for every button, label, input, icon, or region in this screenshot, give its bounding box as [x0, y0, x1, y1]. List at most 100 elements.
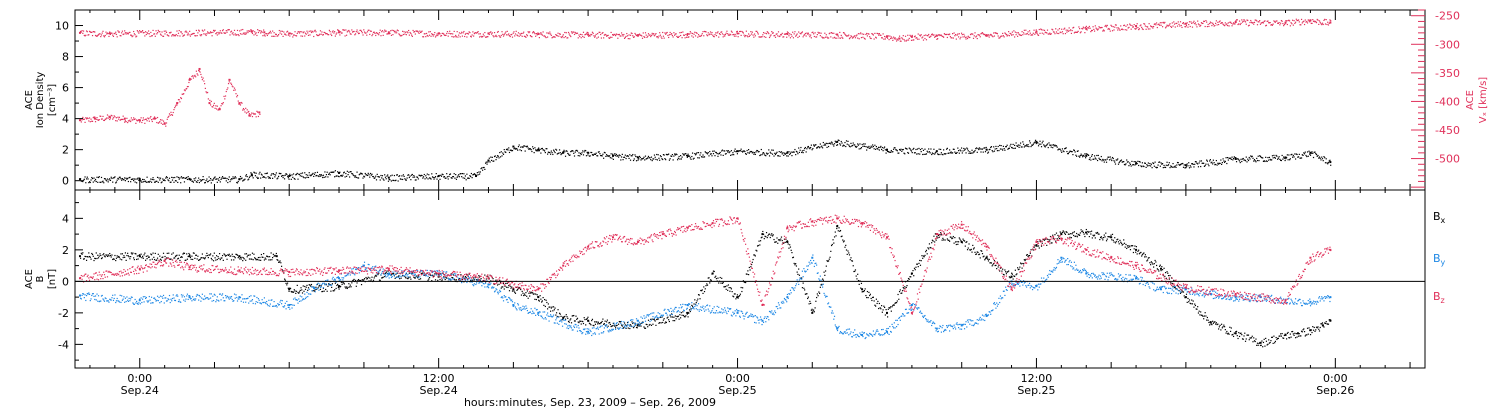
density-black-series-sample: [706, 153, 709, 155]
bx-series-sample: [727, 289, 729, 291]
vx-series-sample: [1289, 20, 1291, 22]
bx-series-sample: [188, 252, 190, 255]
bx-series-sample: [482, 280, 484, 282]
density-black-series-sample: [172, 177, 174, 179]
time-tick-day: Sep.24: [420, 384, 458, 397]
density-black-series-sample: [535, 150, 537, 152]
vx-series-sample: [926, 34, 928, 37]
vx-series-sample: [695, 32, 697, 34]
bx-series-sample: [443, 276, 445, 278]
vx-series-sample: [750, 33, 753, 35]
density-black-series-sample: [239, 175, 242, 178]
vx-series-sample: [1260, 22, 1262, 24]
density-black-series-sample: [340, 175, 342, 177]
density-black-series-sample: [1196, 162, 1198, 164]
density-black-series-sample: [1271, 155, 1274, 157]
vx-series-sample: [785, 33, 787, 35]
density-black-series-sample: [188, 178, 190, 180]
density-black-series-sample: [475, 174, 477, 176]
vx-series-sample: [1238, 20, 1241, 22]
vx-series-sample: [99, 33, 101, 35]
density-black-series-sample: [957, 147, 959, 149]
density-black-series-sample: [362, 177, 364, 179]
bx-series-sample: [150, 253, 152, 255]
bx-series-sample: [534, 298, 536, 300]
vx-series-sample: [723, 34, 725, 36]
density-black-series-sample: [697, 152, 700, 154]
density-black-series-sample: [1085, 157, 1087, 159]
vx-series-sample: [115, 31, 117, 33]
vx-series-sample: [943, 36, 945, 38]
density-black-series-sample: [266, 172, 268, 175]
bx-series-sample: [793, 262, 795, 265]
density-black-series-sample: [757, 151, 759, 153]
density-magenta-series-sample: [218, 108, 220, 110]
vx-series-sample: [166, 34, 168, 36]
density-black-series-sample: [337, 175, 339, 177]
bx-series-sample: [646, 323, 648, 326]
density-black-series-sample: [695, 153, 697, 155]
vx-series-sample: [1043, 33, 1045, 35]
vx-series-sample: [259, 30, 261, 32]
vx-series-sample: [837, 35, 839, 37]
density-black-series-sample: [1297, 156, 1299, 158]
bx-series-sample: [618, 320, 620, 323]
vx-series-sample: [428, 31, 430, 33]
density-black-series-sample: [601, 155, 603, 157]
density-black-series-sample: [904, 153, 906, 155]
vx-series-sample: [264, 35, 266, 37]
vx-series-sample: [1116, 27, 1118, 29]
density-black-series-sample: [928, 148, 930, 150]
bx-series-point: [1085, 231, 1088, 234]
bx-series-sample: [161, 256, 163, 259]
bx-series-sample: [516, 289, 518, 291]
vx-series-sample: [322, 34, 325, 36]
vx-series-sample: [586, 31, 588, 33]
density-black-series-sample: [1066, 150, 1068, 153]
density-black-series-sample: [335, 175, 337, 177]
vx-series-sample: [1113, 29, 1115, 31]
density-black-series-sample: [381, 175, 384, 177]
density-black-series-sample: [650, 159, 652, 161]
bx-series-sample: [750, 266, 752, 268]
bx-series-sample: [798, 268, 800, 270]
bx-series-sample: [473, 279, 475, 281]
density-black-series-sample: [501, 155, 503, 157]
vx-series-sample: [440, 34, 443, 37]
vx-series-sample: [1161, 26, 1164, 28]
bx-series-sample: [703, 290, 706, 293]
bx-series-sample: [502, 282, 505, 285]
vx-series-sample: [532, 31, 535, 33]
density-black-series-sample: [1263, 160, 1265, 162]
bx-series-sample: [241, 256, 243, 258]
density-black-series-sample: [202, 176, 204, 178]
density-black-series-sample: [519, 149, 521, 151]
density-black-series-sample: [796, 151, 798, 153]
bx-series-sample: [566, 316, 568, 318]
density-black-series-sample: [1078, 155, 1080, 157]
vx-series-sample: [605, 34, 607, 36]
vx-series-sample: [466, 36, 468, 38]
bx-series-sample: [382, 276, 384, 278]
bx-series-sample: [265, 258, 267, 260]
bx-series-sample: [362, 279, 364, 282]
vx-series-sample: [194, 35, 196, 37]
density-black-series-sample: [1046, 143, 1049, 145]
vx-series-sample: [600, 37, 603, 39]
bx-series-sample: [773, 238, 775, 241]
bx-series-sample: [121, 253, 124, 255]
density-black-series-sample: [95, 180, 97, 183]
bx-series-sample: [291, 291, 293, 293]
bx-series-sample: [621, 325, 623, 327]
density-black-series-sample: [1056, 146, 1058, 148]
bx-series-sample: [685, 312, 688, 314]
density-magenta-series-sample: [246, 109, 248, 111]
bx-series-sample: [442, 272, 444, 275]
density-black-series-sample: [842, 144, 845, 146]
vx-series-sample: [600, 33, 602, 36]
bx-series-sample: [708, 277, 710, 279]
density-black-series-sample: [260, 177, 262, 179]
vx-series-sample: [564, 31, 566, 34]
density-black-series-sample: [419, 175, 422, 177]
bx-series-sample: [591, 319, 593, 322]
